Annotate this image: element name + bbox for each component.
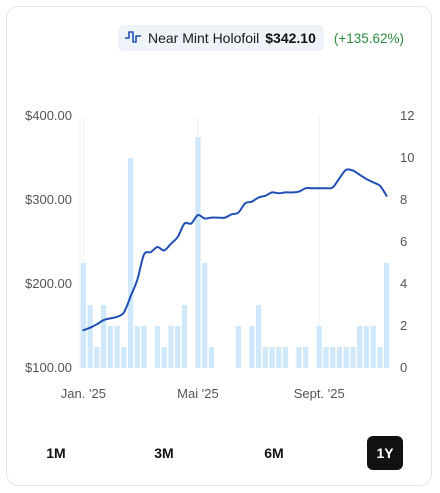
right-axis-tick-label: 4 <box>400 276 407 291</box>
x-axis-tick-label: Mai '25 <box>177 386 219 401</box>
volume-bar <box>384 263 390 368</box>
volume-bar <box>114 326 120 368</box>
range-selector: 1M 3M 6M 1Y <box>0 436 440 472</box>
volume-bar <box>255 305 262 368</box>
volume-bar <box>357 326 363 368</box>
volume-bar <box>134 326 140 368</box>
volume-bar <box>202 263 208 368</box>
range-1m-button[interactable]: 1M <box>46 445 66 461</box>
volume-bar <box>141 326 147 368</box>
volume-bar <box>343 347 349 368</box>
right-axis-tick-label: 2 <box>400 318 407 333</box>
volume-bar <box>181 305 188 368</box>
price-chart: $400.00 $300.00 $200.00 $100.00 12 10 8 6 4 2 0 Jan… <box>25 108 414 401</box>
volume-bar <box>107 326 113 368</box>
right-axis-tick-label: 10 <box>400 150 414 165</box>
volume-bar <box>323 347 329 368</box>
volume-bar <box>161 347 167 368</box>
right-axis-tick-label: 6 <box>400 234 407 249</box>
volume-bar <box>363 326 370 368</box>
right-axis-tick-label: 0 <box>400 360 407 375</box>
volume-bar <box>249 326 255 368</box>
volume-bar <box>282 347 289 368</box>
range-3m-button[interactable]: 3M <box>154 445 174 461</box>
volume-bar <box>208 347 215 368</box>
pulse-line-icon <box>124 30 142 47</box>
volume-bar <box>87 305 93 368</box>
right-axis-tick-label: 12 <box>400 108 414 123</box>
volume-bar <box>154 326 161 368</box>
volume-bar <box>168 326 174 368</box>
legend: Near Mint Holofoil $342.10 (+135.62%) <box>118 25 404 51</box>
range-1y-button[interactable]: 1Y <box>367 436 403 470</box>
volume-bar <box>336 347 343 368</box>
volume-bar <box>350 347 356 368</box>
left-axis-tick-label: $100.00 <box>25 360 72 375</box>
volume-bar <box>269 347 275 368</box>
current-price: $342.10 <box>265 30 316 46</box>
series-name: Near Mint Holofoil <box>148 30 260 46</box>
volume-bar <box>195 137 201 368</box>
left-axis-tick-label: $200.00 <box>25 276 72 291</box>
volume-bar <box>121 347 127 368</box>
left-axis-tick-label: $300.00 <box>25 192 72 207</box>
series-legend-item[interactable]: Near Mint Holofoil $342.10 <box>118 25 324 51</box>
price-line <box>82 168 388 332</box>
volume-bar <box>296 347 302 368</box>
volume-bar <box>127 158 134 368</box>
left-axis-tick-label: $400.00 <box>25 108 72 123</box>
x-axis-tick-label: Jan. '25 <box>61 386 106 401</box>
volume-bar <box>100 305 107 368</box>
volume-bar <box>370 326 376 368</box>
volume-bar <box>316 326 322 368</box>
volume-bar <box>303 347 309 368</box>
right-axis-tick-label: 8 <box>400 192 407 207</box>
range-6m-button[interactable]: 6M <box>264 445 284 461</box>
chart-card <box>6 6 432 486</box>
x-axis-tick-label: Sept. '25 <box>294 386 345 401</box>
volume-bar <box>276 347 282 368</box>
volume-bar <box>80 263 86 368</box>
volume-bar <box>262 347 268 368</box>
volume-bar <box>330 347 336 368</box>
volume-bar <box>377 347 383 368</box>
volume-bar <box>94 347 100 368</box>
volume-bar <box>175 326 181 368</box>
price-change: (+135.62%) <box>333 30 405 46</box>
volume-bar <box>235 326 241 368</box>
